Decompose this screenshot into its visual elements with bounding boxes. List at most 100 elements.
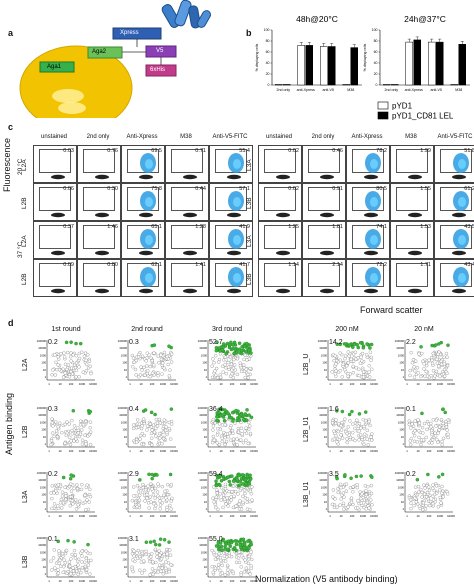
facs-row-label: L2B — [21, 273, 28, 285]
facs-percentage: 0.80 — [107, 262, 118, 268]
scatter-ytick: 1000 — [321, 420, 328, 424]
facs-gate — [396, 187, 428, 211]
panel-d-xlabel: Normalization (V5 antibody binding) — [255, 574, 398, 584]
facs-percentage: 69.5 — [151, 148, 162, 154]
scatter-ytick: 100000 — [37, 536, 47, 540]
scatter-ytick: 100 — [122, 493, 127, 497]
facs-column-header: 2nd only — [311, 134, 335, 140]
scatter-xtick: 1 — [129, 514, 131, 518]
facs-percentage: 1.99 — [420, 148, 431, 154]
scatter-ytick: 1000 — [40, 420, 47, 424]
facs-plot: 0.02 — [258, 145, 302, 183]
facs-percentage: 1.28 — [195, 224, 206, 230]
scatter-ytick: 1 — [125, 507, 127, 511]
facs-gate — [39, 187, 71, 211]
scatter-ytick: 10000 — [319, 478, 327, 482]
facs-population — [364, 153, 381, 180]
bar-category-label: M38 — [347, 88, 354, 92]
facs-percentage: 75.8 — [151, 186, 162, 192]
facs-column-header: Anti-V5-FITC — [437, 134, 473, 140]
scatter-ytick: 1 — [205, 442, 207, 446]
temp-20-label: 20 °C — [17, 158, 24, 175]
bar-chart-title: 24h@37°C — [404, 14, 446, 24]
bar — [428, 41, 436, 86]
facs-percentage: 61.2 — [464, 186, 474, 192]
scatter-xtick: 10 — [416, 449, 420, 453]
scatter-xtick: 1 — [209, 449, 211, 453]
scatter-ytick: 1 — [44, 442, 46, 446]
bar — [383, 84, 391, 86]
scatter-xtick: 1000 — [240, 579, 247, 583]
facs-population — [183, 212, 197, 218]
facs-population — [183, 174, 197, 180]
facs-plot: 72.2 — [346, 259, 390, 297]
scatter-ytick: 10000 — [319, 413, 327, 417]
scatter-ytick: 100000 — [198, 471, 208, 475]
facs-gate — [127, 263, 159, 287]
scatter-xtick: 1 — [209, 579, 211, 583]
scatter-plot: 100000 10000 1000 100 10 1 1 10 100 1000 10000 1.6 — [318, 405, 379, 455]
facs-gate — [396, 263, 428, 287]
scatter-xtick: 10 — [219, 514, 223, 518]
scatter-row-label: L2B — [22, 425, 29, 438]
facs-population — [408, 250, 422, 256]
facs-percentage: 0.06 — [63, 186, 74, 192]
scatter-xtick: 1 — [129, 382, 131, 386]
scatter-xtick: 10 — [219, 382, 223, 386]
facs-percentage: 0.02 — [288, 186, 299, 192]
facs-population — [364, 229, 381, 256]
facs-plot: 1.41 — [165, 259, 209, 297]
facs-plot: 62.1 — [121, 259, 165, 297]
scatter-column-header: 1st round — [51, 326, 81, 333]
scatter-column-header: 2nd round — [131, 326, 163, 333]
scatter-xtick: 10000 — [89, 514, 97, 518]
facs-row-label: L3A — [246, 159, 253, 171]
facs-population — [139, 267, 156, 294]
scatter-xtick: 1000 — [240, 514, 247, 518]
scatter-ytick: 10000 — [396, 413, 404, 417]
scatter-xtick: 1 — [209, 382, 211, 386]
facs-plot: 0.06 — [33, 183, 77, 221]
facs-percentage: 1.14 — [288, 262, 299, 268]
scatter-ytick: 100000 — [395, 406, 405, 410]
scatter-xtick: 1000 — [360, 382, 367, 386]
scatter-xtick: 10000 — [447, 382, 455, 386]
scatter-xtick: 10 — [219, 579, 223, 583]
scatter-plot: 100000 10000 1000 100 10 1 1 10 100 1000 10000 2.9 — [118, 470, 179, 520]
scatter-ytick: 1000 — [201, 550, 208, 554]
facs-plot: 1.99 — [390, 145, 434, 183]
facs-gate — [396, 225, 428, 249]
scatter-column-header: 200 nM — [335, 326, 359, 333]
scatter-xtick: 10 — [58, 382, 62, 386]
facs-percentage: 55.4 — [239, 148, 250, 154]
facs-population — [320, 288, 334, 294]
scatter-ytick: 1000 — [40, 353, 47, 357]
scatter-xtick: 10 — [58, 449, 62, 453]
facs-column-header: unstained — [265, 134, 293, 140]
bar-tick-label: 100 — [264, 28, 270, 32]
facs-gate — [215, 187, 247, 211]
panel-b-bar-charts: 48h@20°C % displaying cells 0 20 40 60 80 100 2n… — [255, 14, 470, 121]
scatter-gate-value: 0.3 — [129, 339, 139, 346]
scatter-ytick: 100000 — [198, 406, 208, 410]
facs-percentage: 0.30 — [107, 186, 118, 192]
scatter-gate-value: 0.3 — [48, 406, 58, 413]
scatter-xtick: 10 — [416, 514, 420, 518]
scatter-ytick: 1000 — [398, 485, 405, 489]
scatter-xtick: 10 — [219, 449, 223, 453]
scatter-ytick: 100 — [122, 361, 127, 365]
scatter-ytick: 1 — [205, 572, 207, 576]
bar — [320, 46, 328, 86]
facs-population — [95, 288, 109, 294]
bar-chart-ylabel: % displaying cells — [363, 43, 367, 71]
facs-plot: 75.8 — [121, 183, 165, 221]
scatter-xtick: 1000 — [437, 449, 444, 453]
facs-percentage: 0.76 — [107, 148, 118, 154]
scatter-ytick: 100 — [399, 428, 404, 432]
scatter-ytick: 1 — [44, 507, 46, 511]
facs-gate — [264, 263, 296, 287]
